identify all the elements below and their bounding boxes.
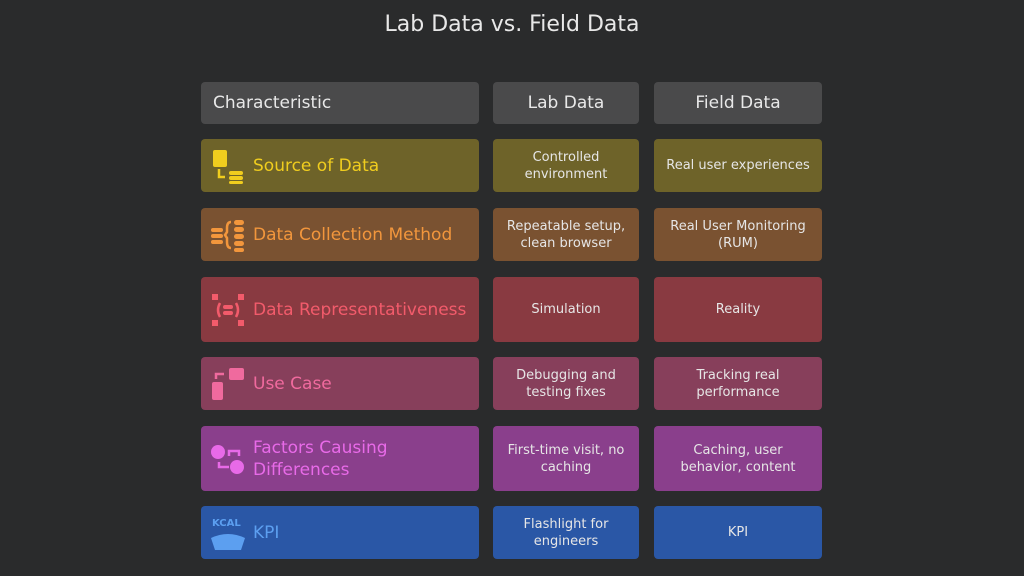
mobile-table-icon <box>212 367 244 400</box>
row-field-data: Tracking real performance <box>654 357 822 410</box>
field-data-value: Reality <box>715 302 761 317</box>
row-characteristic: Source of Data <box>201 139 479 192</box>
row-characteristic: Factors Causing Differences <box>201 426 479 491</box>
lab-data-value: Flashlight for engineers <box>523 516 609 549</box>
row-field-data: KPI <box>654 506 822 559</box>
header-lab-data: Lab Data <box>493 82 639 124</box>
characteristic-label: KPI <box>253 522 280 543</box>
lab-data-value: Repeatable setup, clean browser <box>506 218 626 251</box>
row-lab-data: Debugging and testing fixes <box>493 357 639 410</box>
database-expand-icon <box>212 293 244 326</box>
characteristic-label: Data Collection Method <box>253 224 453 245</box>
row-characteristic: Data Representativeness <box>201 277 479 342</box>
exchange-icon <box>211 444 244 474</box>
svg-text:KCAL: KCAL <box>212 518 241 529</box>
field-data-value: Real user experiences <box>666 158 810 173</box>
field-data-value: KPI <box>727 525 749 540</box>
lab-data-value: Debugging and testing fixes <box>516 367 616 400</box>
lab-data-value: Controlled environment <box>524 149 608 182</box>
row-characteristic: KCAL KPI <box>201 506 479 559</box>
field-data-value: Real User Monitoring (RUM) <box>670 218 806 251</box>
row-lab-data: Simulation <box>493 277 639 342</box>
row-lab-data: Controlled environment <box>493 139 639 192</box>
row-field-data: Reality <box>654 277 822 342</box>
row-field-data: Caching, user behavior, content <box>654 426 822 491</box>
row-characteristic: Data Collection Method <box>201 208 479 261</box>
row-lab-data: Flashlight for engineers <box>493 506 639 559</box>
row-characteristic: Use Case <box>201 357 479 410</box>
row-field-data: Real user experiences <box>654 139 822 192</box>
header-field-data: Field Data <box>654 82 822 124</box>
kcal-scale-icon: KCAL <box>211 518 245 550</box>
lab-data-value: Simulation <box>531 302 601 317</box>
field-data-value: Tracking real performance <box>696 367 780 400</box>
field-data-value: Caching, user behavior, content <box>680 442 796 475</box>
lab-data-value: First-time visit, no caching <box>507 442 625 475</box>
page-title: Lab Data vs. Field Data <box>384 12 640 37</box>
row-field-data: Real User Monitoring (RUM) <box>654 208 822 261</box>
row-lab-data: Repeatable setup, clean browser <box>493 208 639 261</box>
characteristic-label: Use Case <box>253 373 332 394</box>
file-to-database-icon <box>213 149 243 184</box>
database-collection-icon <box>211 219 244 252</box>
row-lab-data: First-time visit, no caching <box>493 426 639 491</box>
characteristic-label: Source of Data <box>253 155 380 176</box>
header-characteristic: Characteristic <box>201 82 479 124</box>
characteristic-label: Data Representativeness <box>253 299 467 320</box>
characteristic-label: Factors Causing Differences <box>253 437 388 480</box>
